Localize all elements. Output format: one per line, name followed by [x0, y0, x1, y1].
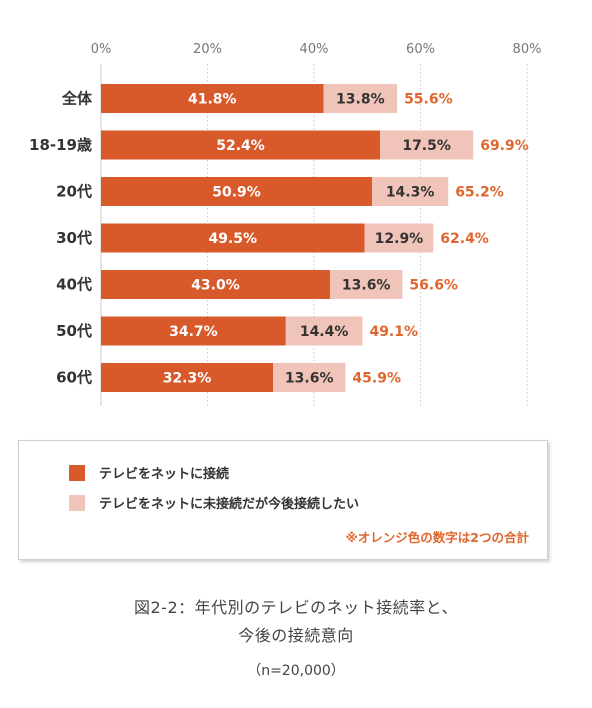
total-label: 65.2% [455, 185, 504, 201]
data-label-intend: 14.4% [300, 324, 349, 340]
bar-connected [101, 270, 330, 299]
data-label-intend: 17.5% [402, 138, 451, 154]
bar-connected [101, 177, 373, 206]
x-tick-label: 60% [406, 42, 435, 57]
legend-swatch-connected [69, 464, 85, 481]
data-label-intend: 13.6% [285, 371, 334, 387]
data-label-intend: 14.3% [386, 185, 435, 201]
legend-swatch-intend [69, 494, 85, 511]
category-label: 60代 [56, 369, 92, 387]
total-label: 55.6% [404, 92, 453, 108]
category-label: 40代 [56, 276, 92, 294]
data-label-connected: 43.0% [191, 278, 240, 294]
x-tick-label: 0% [91, 42, 112, 57]
total-label: 69.9% [480, 138, 529, 154]
bar-intend [323, 84, 398, 113]
category-label: 30代 [56, 229, 92, 247]
sample-size: （n=20,000） [247, 663, 345, 679]
data-label-connected: 50.9% [212, 185, 261, 201]
data-label-intend: 12.9% [375, 231, 424, 247]
x-tick-label: 80% [513, 42, 542, 57]
bar-connected [101, 130, 381, 160]
total-label: 45.9% [352, 371, 401, 387]
total-label: 62.4% [440, 231, 489, 247]
bar-intend [364, 223, 434, 253]
bar-connected [101, 223, 365, 253]
data-label-intend: 13.8% [336, 92, 385, 108]
data-label-connected: 32.3% [163, 371, 212, 387]
chart-legend: テレビをネットに接続 テレビをネットに未接続だが今後接続したい ※オレンジ色の数… [18, 440, 548, 560]
category-label: 全体 [61, 90, 93, 108]
category-label: 20代 [56, 183, 92, 201]
data-label-connected: 52.4% [216, 138, 265, 154]
data-label-connected: 49.5% [209, 231, 258, 247]
data-label-intend: 13.6% [342, 278, 391, 294]
bar-intend [272, 363, 346, 392]
figure-caption-line2: 今後の接続意向 [238, 626, 354, 645]
legend-item-intend: テレビをネットに未接続だが今後接続したい [69, 493, 359, 512]
bar-intend [380, 130, 474, 160]
bar-connected [101, 84, 324, 113]
bar-intend [329, 270, 403, 299]
x-tick-label: 20% [193, 42, 222, 57]
stacked-bar-chart: 0% 20% 40% 60% 80% 全体 41.8% 13.8% 55.6% 18-19歳 52.… [29, 42, 542, 406]
bar-connected [101, 316, 286, 346]
data-label-connected: 41.8% [188, 92, 237, 108]
bar-connected [101, 363, 273, 392]
legend-label-intend: テレビをネットに未接続だが今後接続したい [99, 497, 360, 512]
x-tick-label: 40% [300, 42, 329, 57]
figure-caption-line1: 図2-2：年代別のテレビのネット接続率と、 [134, 598, 458, 617]
category-label: 18-19歳 [29, 136, 92, 154]
data-label-connected: 34.7% [169, 324, 218, 340]
legend-label-connected: テレビをネットに接続 [99, 467, 230, 482]
total-label: 56.6% [409, 278, 458, 294]
total-label: 49.1% [369, 324, 418, 340]
bar-intend [285, 316, 363, 346]
legend-item-connected: テレビをネットに接続 [69, 463, 229, 482]
bar-intend [372, 177, 449, 206]
category-label: 50代 [56, 322, 92, 340]
legend-note: ※オレンジ色の数字は2つの合計 [345, 530, 529, 545]
